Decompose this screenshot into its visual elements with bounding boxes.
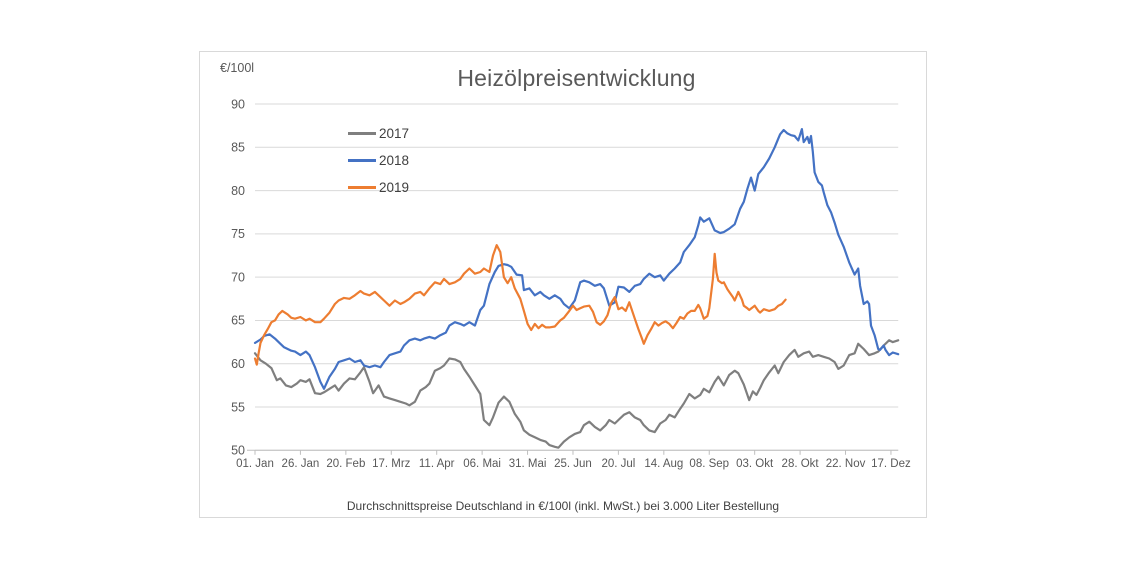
- svg-text:14. Aug: 14. Aug: [644, 458, 683, 470]
- y-axis-unit-label: €/100l: [220, 61, 255, 75]
- svg-text:03. Okt: 03. Okt: [736, 458, 774, 470]
- chart-title: Heizölpreisentwicklung: [457, 65, 696, 91]
- svg-text:90: 90: [231, 97, 245, 111]
- svg-text:75: 75: [231, 227, 245, 241]
- svg-text:06. Mai: 06. Mai: [463, 458, 501, 470]
- svg-text:17. Mrz: 17. Mrz: [372, 458, 411, 470]
- svg-text:20. Jul: 20. Jul: [601, 458, 635, 470]
- svg-text:08. Sep: 08. Sep: [689, 458, 729, 470]
- chart-caption: Durchschnittspreise Deutschland in €/100…: [346, 499, 780, 513]
- chart-card: 50 55 60 65 70 75 80 85 90 01. Jan 26. Jan 20. Feb 1…: [199, 51, 927, 518]
- svg-text:01. Jan: 01. Jan: [236, 458, 274, 470]
- svg-text:11. Apr: 11. Apr: [419, 458, 455, 470]
- chart-legend: 2017 2018 2019: [348, 120, 409, 201]
- svg-text:60: 60: [231, 357, 245, 371]
- svg-text:20. Feb: 20. Feb: [326, 458, 365, 470]
- svg-text:28. Okt: 28. Okt: [782, 458, 820, 470]
- svg-text:31. Mai: 31. Mai: [509, 458, 547, 470]
- svg-text:55: 55: [231, 400, 245, 414]
- svg-text:80: 80: [231, 184, 245, 198]
- svg-text:85: 85: [231, 141, 245, 155]
- svg-text:70: 70: [231, 270, 245, 284]
- svg-text:25. Jun: 25. Jun: [554, 458, 592, 470]
- price-chart-plot: 50 55 60 65 70 75 80 85 90 01. Jan 26. Jan 20. Feb 1…: [231, 97, 911, 470]
- legend-label-2019: 2019: [379, 180, 410, 195]
- legend-item-2017: 2017: [348, 120, 409, 147]
- legend-line-2017-icon: [348, 132, 376, 135]
- legend-line-2019-icon: [348, 186, 376, 189]
- legend-item-2018: 2018: [348, 147, 409, 174]
- legend-item-2019: 2019: [348, 174, 409, 201]
- legend-line-2018-icon: [348, 159, 376, 162]
- svg-text:22. Nov: 22. Nov: [826, 458, 866, 470]
- svg-text:65: 65: [231, 314, 245, 328]
- svg-text:17. Dez: 17. Dez: [871, 458, 911, 470]
- legend-label-2018: 2018: [379, 153, 410, 168]
- legend-label-2017: 2017: [379, 126, 410, 141]
- svg-text:26. Jan: 26. Jan: [282, 458, 320, 470]
- svg-text:50: 50: [231, 444, 245, 458]
